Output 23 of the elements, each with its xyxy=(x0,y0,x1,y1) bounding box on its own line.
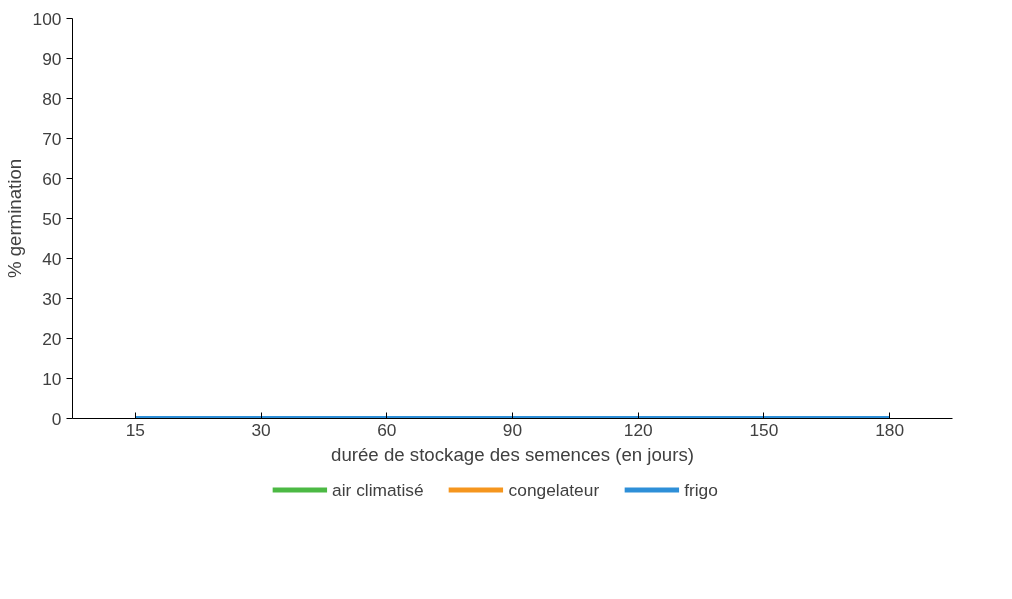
y-tick-label: 100 xyxy=(32,8,62,29)
legend-label: frigo xyxy=(684,479,718,500)
x-tick-label: 30 xyxy=(251,419,271,440)
y-tick-label: 90 xyxy=(42,48,62,69)
x-tick-label: 15 xyxy=(125,419,145,440)
y-tick-label: 70 xyxy=(42,128,62,149)
y-axis-title: % germination xyxy=(3,158,25,279)
y-tick-label: 0 xyxy=(51,408,62,429)
x-tick-label: 120 xyxy=(623,419,653,440)
y-tick-label: 40 xyxy=(42,248,62,269)
x-tick-label: 150 xyxy=(749,419,779,440)
y-tick-label: 80 xyxy=(42,88,62,109)
x-tick-label: 180 xyxy=(875,419,905,440)
x-axis-title: durée de stockage des semences (en jours) xyxy=(331,443,694,465)
y-tick-label: 50 xyxy=(42,208,62,229)
x-tick-label: 90 xyxy=(502,419,523,440)
y-tick-label: 10 xyxy=(42,368,62,389)
y-tick-label: 30 xyxy=(42,288,62,309)
y-tick-label: 60 xyxy=(42,168,62,189)
legend-label: congelateur xyxy=(508,479,600,500)
y-tick-label: 20 xyxy=(42,328,62,349)
legend-label: air climatisé xyxy=(332,479,424,500)
x-tick-label: 60 xyxy=(377,419,397,440)
